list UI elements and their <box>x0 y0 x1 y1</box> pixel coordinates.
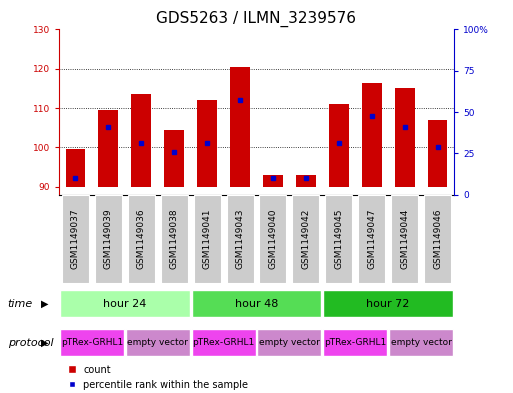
Title: GDS5263 / ILMN_3239576: GDS5263 / ILMN_3239576 <box>156 11 357 27</box>
Bar <box>329 104 349 187</box>
Text: GSM1149036: GSM1149036 <box>137 208 146 269</box>
Text: hour 48: hour 48 <box>235 299 278 309</box>
Bar <box>323 290 453 317</box>
Bar <box>391 195 418 283</box>
Text: pTRex-GRHL1: pTRex-GRHL1 <box>324 338 386 347</box>
Text: GSM1149043: GSM1149043 <box>235 209 245 269</box>
Bar <box>362 83 382 187</box>
Bar <box>192 329 255 356</box>
Bar <box>323 329 387 356</box>
Bar <box>389 329 453 356</box>
Text: empty vector: empty vector <box>127 338 188 347</box>
Bar <box>424 195 451 283</box>
Text: empty vector: empty vector <box>391 338 451 347</box>
Bar <box>227 195 253 283</box>
Bar <box>192 290 321 317</box>
Text: protocol: protocol <box>8 338 53 348</box>
Bar <box>230 67 250 187</box>
Bar <box>126 329 190 356</box>
Text: GSM1149038: GSM1149038 <box>170 208 179 269</box>
Bar <box>263 175 283 187</box>
Bar <box>60 329 124 356</box>
Bar <box>161 195 188 283</box>
Bar <box>62 195 89 283</box>
Bar <box>197 100 217 187</box>
Legend: count, percentile rank within the sample: count, percentile rank within the sample <box>64 361 252 393</box>
Bar <box>260 195 286 283</box>
Text: GSM1149046: GSM1149046 <box>433 209 442 269</box>
Bar <box>193 195 221 283</box>
Bar <box>164 130 184 187</box>
Text: GSM1149037: GSM1149037 <box>71 208 80 269</box>
Bar <box>258 329 321 356</box>
Text: time: time <box>8 299 33 309</box>
Bar <box>358 195 385 283</box>
Bar <box>95 195 122 283</box>
Text: GSM1149041: GSM1149041 <box>203 209 212 269</box>
Text: ▶: ▶ <box>41 338 49 348</box>
Bar <box>394 88 415 187</box>
Text: GSM1149045: GSM1149045 <box>334 209 343 269</box>
Text: GSM1149039: GSM1149039 <box>104 208 113 269</box>
Bar <box>128 195 155 283</box>
Text: GSM1149044: GSM1149044 <box>400 209 409 269</box>
Bar <box>60 290 190 317</box>
Bar <box>98 110 118 187</box>
Bar <box>325 195 352 283</box>
Bar <box>428 120 447 187</box>
Text: pTRex-GRHL1: pTRex-GRHL1 <box>61 338 123 347</box>
Bar <box>131 94 151 187</box>
Bar <box>66 149 85 187</box>
Text: hour 72: hour 72 <box>366 299 410 309</box>
Text: pTRex-GRHL1: pTRex-GRHL1 <box>192 338 255 347</box>
Text: hour 24: hour 24 <box>103 299 147 309</box>
Text: GSM1149047: GSM1149047 <box>367 209 376 269</box>
Text: empty vector: empty vector <box>259 338 320 347</box>
Text: ▶: ▶ <box>41 299 49 309</box>
Bar <box>292 195 320 283</box>
Text: GSM1149040: GSM1149040 <box>268 209 278 269</box>
Text: GSM1149042: GSM1149042 <box>301 209 310 269</box>
Bar <box>296 175 315 187</box>
